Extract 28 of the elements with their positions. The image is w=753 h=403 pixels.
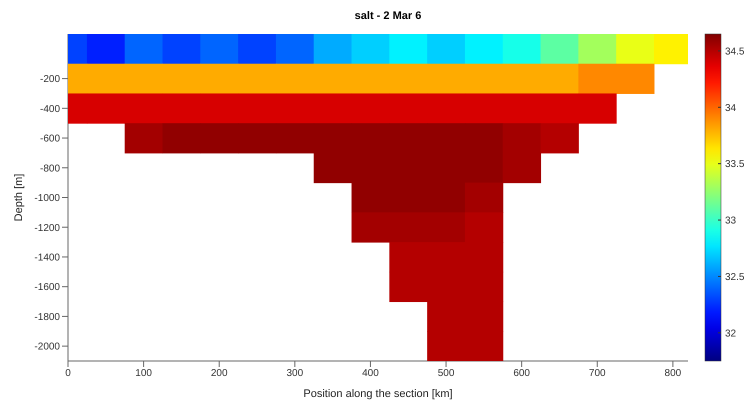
x-tick-label: 200	[210, 368, 228, 380]
x-axis-title: Position along the section [km]	[303, 388, 453, 400]
color-bar-label: 32.5	[725, 272, 745, 283]
y-tick-label: -1600	[34, 282, 60, 294]
x-tick-label: 500	[438, 368, 455, 380]
y-tick-label: -400	[40, 104, 60, 115]
color-bar-label: 33	[725, 216, 737, 227]
x-tick-label: 300	[286, 368, 304, 380]
y-tick-label: -1400	[34, 252, 60, 264]
x-tick-label: 700	[588, 368, 606, 380]
x-tick-label: 0	[65, 368, 72, 380]
x-tick-label: 100	[135, 368, 152, 380]
color-bar-label: 34.5	[725, 46, 745, 58]
x-tick-label: 400	[362, 368, 380, 380]
x-tick-label: 600	[513, 368, 530, 380]
color-bar-label: 32	[725, 328, 737, 340]
y-tick-label: -600	[40, 134, 60, 145]
y-tick-label: -1000	[34, 193, 60, 204]
y-tick-label: -2000	[34, 342, 60, 353]
y-tick-label: -800	[40, 163, 60, 174]
color-bar-label: 33.5	[725, 159, 745, 170]
chart-title: salt - 2 Mar 6	[354, 10, 422, 22]
color-bar-label: 34	[725, 102, 737, 114]
x-tick-label: 800	[664, 368, 682, 380]
y-tick-label: -1200	[34, 222, 60, 234]
y-tick-label: -200	[40, 74, 60, 86]
y-axis-title: Depth [m]	[12, 174, 25, 222]
y-tick-label: -1800	[34, 312, 60, 323]
